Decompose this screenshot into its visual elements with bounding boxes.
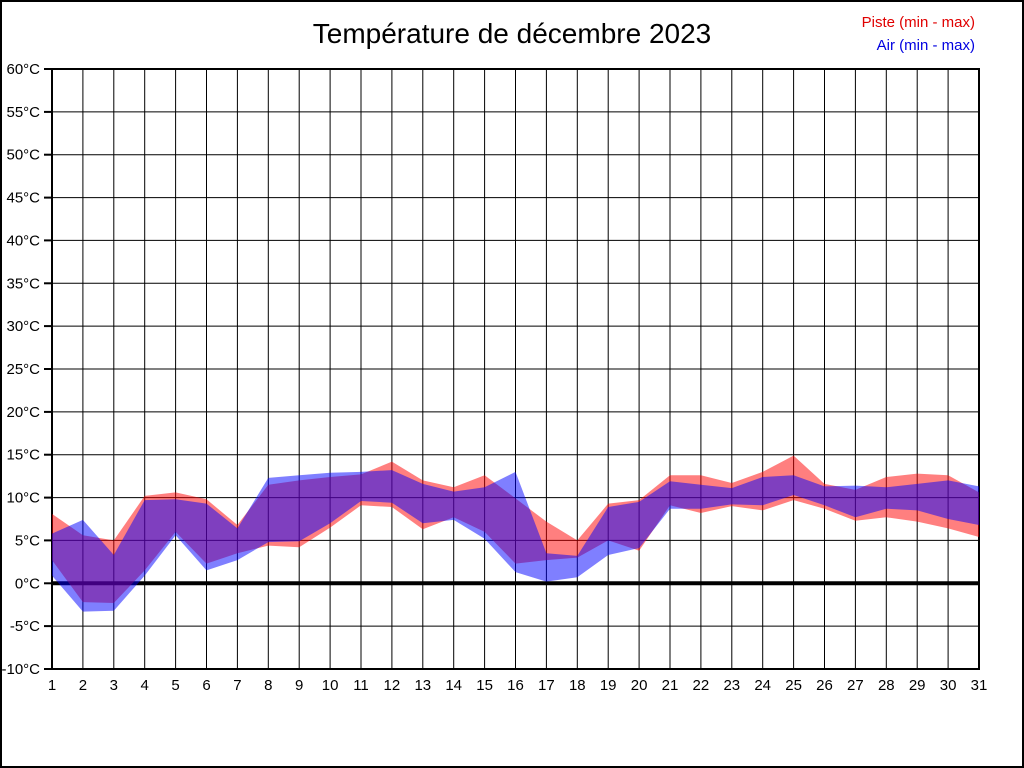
y-tick-label: 60°C [6, 61, 40, 78]
x-tick-label: 23 [723, 677, 740, 694]
y-tick-label: 20°C [6, 404, 40, 421]
chart-title: Température de décembre 2023 [312, 18, 712, 49]
y-tick-label: 15°C [6, 447, 40, 464]
y-tick-label: 30°C [6, 318, 40, 335]
chart-legend: Piste (min - max) Air (min - max) [862, 11, 975, 57]
plot-border [51, 68, 980, 670]
y-tick-label: 25°C [6, 361, 40, 378]
x-tick-label: 28 [878, 677, 895, 694]
x-tick-label: 22 [693, 677, 710, 694]
x-tick-label: 12 [384, 677, 401, 694]
legend-item-piste: Piste (min - max) [861, 14, 975, 31]
x-tick-label: 18 [569, 677, 586, 694]
air-band [52, 470, 979, 612]
y-tick-label: -10°C [2, 661, 40, 678]
x-tick-label: 14 [445, 677, 462, 694]
x-tick-label: 8 [264, 677, 272, 694]
y-tick-label: 0°C [15, 575, 40, 592]
x-tick-label: 5 [171, 677, 179, 694]
x-tick-label: 6 [202, 677, 210, 694]
x-tick-label: 10 [322, 677, 339, 694]
x-tick-label: 16 [507, 677, 524, 694]
x-tick-label: 2 [79, 677, 87, 694]
x-tick-label: 1 [48, 677, 56, 694]
x-tick-label: 17 [538, 677, 555, 694]
y-tick-label: 45°C [6, 190, 40, 207]
x-tick-label: 3 [110, 677, 118, 694]
x-tick-label: 25 [785, 677, 802, 694]
x-tick-label: 27 [847, 677, 864, 694]
y-tick-label: 55°C [6, 104, 40, 121]
y-tick-label: 35°C [6, 275, 40, 292]
y-tick-label: 5°C [15, 532, 40, 549]
x-tick-label: 31 [971, 677, 988, 694]
x-tick-label: 20 [631, 677, 648, 694]
x-tick-label: 30 [940, 677, 957, 694]
x-tick-label: 13 [414, 677, 431, 694]
x-tick-label: 29 [909, 677, 926, 694]
x-tick-label: 9 [295, 677, 303, 694]
x-tick-label: 4 [141, 677, 149, 694]
y-tick-label: 10°C [6, 490, 40, 507]
y-tick-label: -5°C [10, 618, 40, 635]
x-tick-label: 26 [816, 677, 833, 694]
x-tick-label: 19 [600, 677, 617, 694]
x-tick-label: 21 [662, 677, 679, 694]
x-tick-label: 11 [353, 677, 369, 694]
x-tick-label: 7 [233, 677, 241, 694]
x-tick-label: 24 [754, 677, 771, 694]
y-tick-label: 50°C [6, 147, 40, 164]
legend-item-air: Air (min - max) [876, 37, 975, 54]
y-tick-label: 40°C [6, 232, 40, 249]
x-tick-label: 15 [476, 677, 493, 694]
